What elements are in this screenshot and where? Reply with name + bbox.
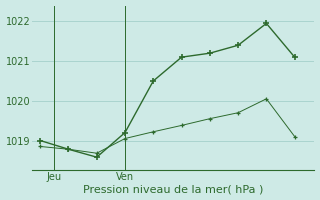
X-axis label: Pression niveau de la mer( hPa ): Pression niveau de la mer( hPa ) — [83, 184, 263, 194]
